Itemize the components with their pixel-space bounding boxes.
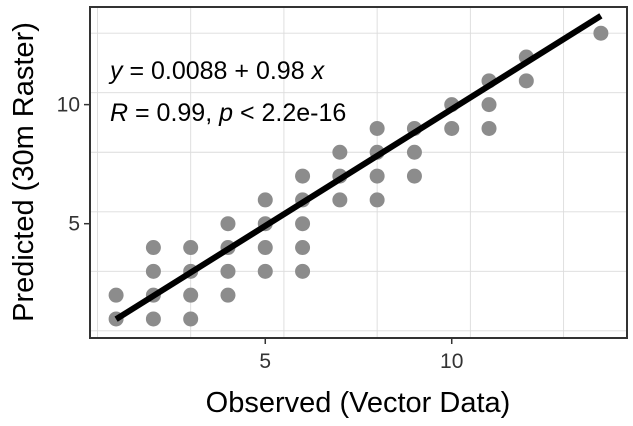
- data-point: [183, 287, 199, 303]
- data-point: [145, 240, 161, 256]
- annotation-eq-rest: = 0.0088 + 0.98: [123, 57, 312, 85]
- y-tick-label: 10: [57, 94, 80, 117]
- data-point: [183, 240, 199, 256]
- data-point: [593, 25, 609, 41]
- regression-line-group: [114, 13, 603, 322]
- data-point: [518, 73, 534, 89]
- data-point: [108, 287, 124, 303]
- data-point: [369, 192, 385, 208]
- data-points: [108, 25, 609, 327]
- data-point: [332, 192, 348, 208]
- axis-ticks: 5 10 5 10: [57, 94, 464, 373]
- grid-lines: [90, 7, 627, 338]
- x-tick-label: 10: [440, 350, 463, 373]
- annotation-eq-x: x: [311, 57, 326, 85]
- data-point: [145, 311, 161, 327]
- data-point: [183, 311, 199, 327]
- annotation-stat-p: p: [218, 99, 233, 127]
- plot-border: [89, 6, 628, 339]
- data-point: [369, 120, 385, 136]
- data-point: [406, 168, 422, 184]
- annotation-stat-mid: = 0.99,: [128, 99, 219, 127]
- data-point: [295, 168, 311, 184]
- data-point: [295, 263, 311, 279]
- data-point: [257, 192, 273, 208]
- data-point: [369, 168, 385, 184]
- data-point: [481, 97, 497, 113]
- data-point: [295, 216, 311, 232]
- data-point: [257, 240, 273, 256]
- y-axis-title: Predicted (30m Raster): [8, 22, 40, 322]
- data-point: [406, 144, 422, 160]
- regression-line: [114, 13, 603, 322]
- annotation-equation: y = 0.0088 + 0.98 x: [108, 57, 326, 85]
- data-point: [257, 263, 273, 279]
- data-point: [220, 216, 236, 232]
- annotation-stats: R = 0.99, p < 2.2e-16: [110, 99, 346, 127]
- data-point: [295, 240, 311, 256]
- annotation-stat-r: R: [110, 99, 128, 127]
- y-tick-label: 5: [68, 213, 80, 236]
- data-point: [145, 263, 161, 279]
- annotation-stat-rest: < 2.2e-16: [233, 99, 346, 127]
- data-point: [220, 287, 236, 303]
- data-point: [332, 144, 348, 160]
- x-axis-title: Observed (Vector Data): [206, 387, 511, 419]
- data-point: [220, 263, 236, 279]
- data-point: [481, 120, 497, 136]
- data-point: [444, 120, 460, 136]
- x-tick-label: 5: [259, 350, 271, 373]
- annotation-eq-y: y: [108, 57, 124, 85]
